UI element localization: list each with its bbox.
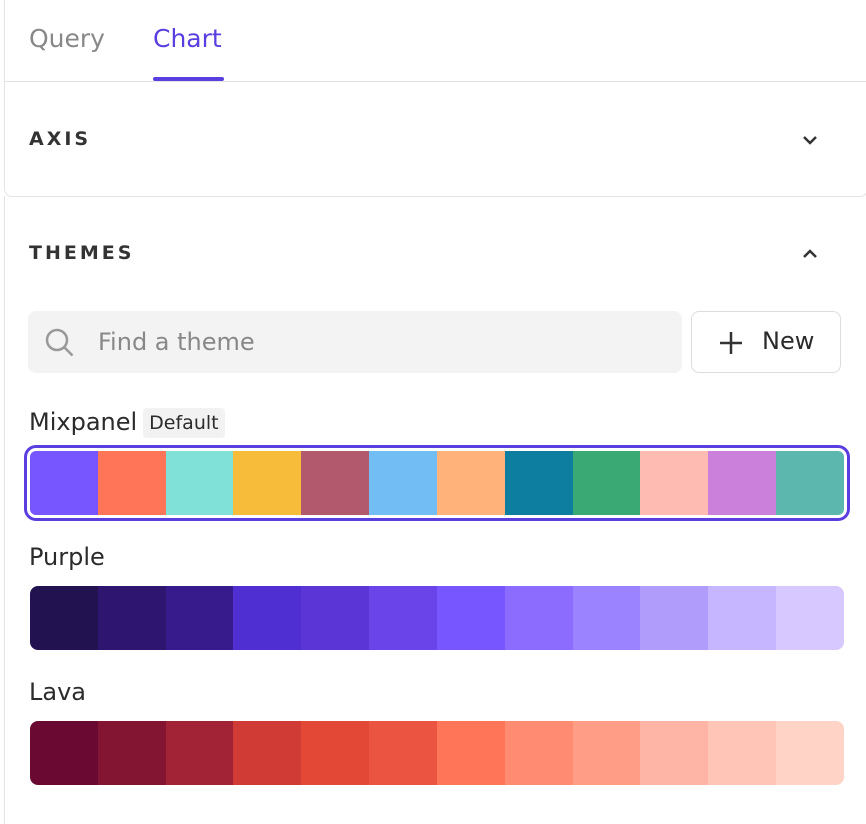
color-swatch — [165, 721, 234, 785]
color-swatch — [572, 721, 641, 785]
color-swatch — [233, 451, 302, 515]
color-swatch — [369, 586, 437, 650]
color-swatch — [233, 721, 302, 785]
button-label: New — [762, 327, 815, 355]
section-title[interactable]: THEMES — [29, 242, 135, 264]
theme-name-text: Mixpanel — [29, 408, 138, 436]
theme-name-text: Lava — [29, 678, 86, 706]
color-swatch — [97, 586, 166, 650]
color-swatch — [301, 451, 370, 515]
color-swatch — [436, 586, 505, 650]
theme-palette[interactable] — [24, 445, 850, 521]
color-swatch — [708, 586, 777, 650]
search-box[interactable]: Find a theme — [28, 311, 682, 373]
color-swatch — [504, 586, 573, 650]
plus-icon — [720, 332, 742, 354]
default-badge: Default — [143, 408, 225, 438]
new-button[interactable]: New — [691, 311, 841, 373]
color-swatch — [369, 721, 437, 785]
tab-divider — [4, 81, 866, 82]
tab[interactable]: Query — [29, 24, 105, 53]
color-swatch — [30, 586, 98, 650]
color-swatch — [776, 451, 844, 515]
panel-border — [4, 196, 5, 824]
color-swatch — [30, 721, 98, 785]
color-swatch — [708, 451, 777, 515]
color-swatch — [97, 451, 166, 515]
color-swatch — [301, 721, 370, 785]
chevron-down[interactable] — [800, 132, 820, 148]
section-title[interactable]: AXIS — [29, 128, 92, 150]
color-swatch — [572, 586, 641, 650]
color-swatch — [369, 451, 437, 515]
color-swatch — [504, 721, 573, 785]
tab-underline — [153, 77, 224, 81]
color-swatch — [708, 721, 777, 785]
color-swatch — [436, 451, 505, 515]
theme-palette[interactable] — [30, 586, 844, 650]
color-swatch — [30, 451, 98, 515]
color-swatch — [233, 586, 302, 650]
color-swatch — [572, 451, 641, 515]
color-swatch — [776, 586, 844, 650]
theme-name-text: Purple — [29, 543, 105, 571]
color-swatch — [504, 451, 573, 515]
search-placeholder: Find a theme — [98, 328, 255, 356]
color-swatch — [301, 586, 370, 650]
color-swatch — [640, 451, 709, 515]
tab[interactable]: Chart — [153, 24, 222, 53]
theme-name: Lava — [29, 678, 86, 706]
color-swatch — [165, 451, 234, 515]
theme-name: Purple — [29, 543, 105, 571]
theme-palette[interactable] — [30, 721, 844, 785]
color-swatch — [436, 721, 505, 785]
search-icon — [45, 328, 74, 357]
panel-card — [4, 0, 866, 197]
color-swatch — [640, 586, 709, 650]
color-swatch — [640, 721, 709, 785]
theme-name: Mixpanel Default — [29, 408, 225, 438]
color-swatch — [165, 586, 234, 650]
color-swatch — [776, 721, 844, 785]
chevron-up[interactable] — [800, 246, 820, 262]
color-swatch — [97, 721, 166, 785]
